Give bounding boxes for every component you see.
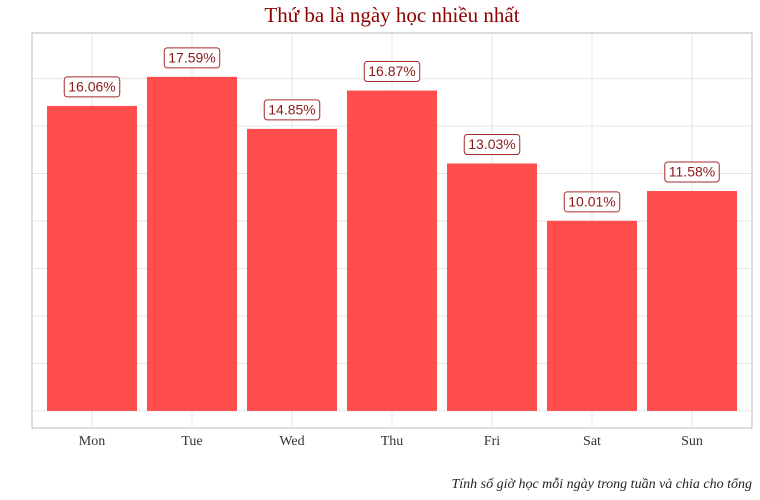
bar (647, 191, 737, 411)
value-label-box (263, 99, 321, 121)
bar (347, 90, 437, 411)
x-tick-label: Mon (79, 434, 105, 449)
x-tick-label: Sat (583, 434, 601, 449)
value-label-box (563, 191, 621, 213)
value-label: 14.85% (268, 102, 315, 118)
bar (147, 76, 237, 411)
x-tick-label: Fri (484, 434, 500, 449)
x-tick-label: Thu (381, 434, 404, 449)
bar (47, 105, 137, 411)
value-label-box (664, 161, 720, 183)
x-tick-label: Wed (279, 434, 304, 449)
value-label: 13.03% (468, 136, 515, 152)
value-label: 16.06% (68, 79, 115, 95)
value-label: 10.01% (568, 194, 615, 210)
caption: Tính số giờ học mỗi ngày trong tuần và c… (451, 477, 752, 492)
value-label: 16.87% (368, 63, 415, 79)
x-tick-label: Sun (681, 434, 703, 449)
value-label: 17.59% (168, 50, 215, 66)
value-label: 11.58% (669, 164, 715, 180)
value-label-box (463, 133, 521, 155)
bar (547, 220, 637, 411)
value-label-box (63, 76, 121, 98)
bar (447, 163, 537, 411)
x-tick-label: Tue (181, 434, 202, 449)
chart-title: Thứ ba là ngày học nhiều nhất (264, 3, 519, 27)
value-label-box (363, 61, 421, 83)
value-label-box (163, 47, 221, 69)
bar (247, 128, 337, 411)
